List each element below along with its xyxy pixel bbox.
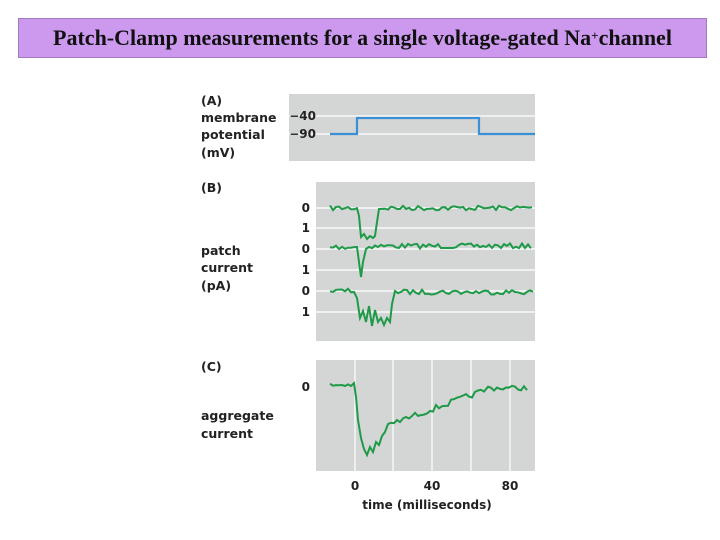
panel-b: (B) patch current (pA) 0 1 0 1 0 1 bbox=[201, 180, 535, 341]
panel-c-label-line-1: aggregate bbox=[201, 408, 274, 423]
panel-a-label-line-3: (mV) bbox=[201, 145, 235, 160]
title-suffix: channel bbox=[598, 25, 672, 50]
single-channel-trace-2 bbox=[329, 241, 532, 278]
panel-c-letter: (C) bbox=[201, 359, 222, 374]
panel-a: (A) membrane potential (mV) −40 −90 bbox=[201, 93, 535, 161]
single-channel-trace-1 bbox=[329, 204, 533, 241]
panel-b-tick-0-a: 0 bbox=[302, 201, 310, 215]
panel-b-tick-1-b: 1 bbox=[302, 263, 310, 277]
panel-b-tick-1-c: 1 bbox=[302, 305, 310, 319]
title-superscript: + bbox=[591, 28, 599, 43]
panel-b-label-line-2: current bbox=[201, 260, 253, 275]
panel-b-letter: (B) bbox=[201, 180, 222, 195]
panel-c-x-tick-80: 80 bbox=[502, 479, 519, 493]
panel-b-tick-1-a: 1 bbox=[302, 221, 310, 235]
panel-c-background bbox=[316, 360, 535, 471]
panel-b-background bbox=[316, 182, 535, 341]
panel-a-tick-minus-40: −40 bbox=[289, 109, 316, 123]
slide-title: Patch-Clamp measurements for a single vo… bbox=[18, 18, 707, 58]
panel-a-background bbox=[289, 94, 535, 161]
panel-c-label-line-2: current bbox=[201, 426, 253, 441]
panel-c-y-tick-0: 0 bbox=[302, 380, 310, 394]
single-channel-trace-3 bbox=[329, 287, 534, 328]
panel-b-tick-0-b: 0 bbox=[302, 242, 310, 256]
panel-c-x-tick-40: 40 bbox=[424, 479, 441, 493]
aggregate-current-trace bbox=[329, 381, 528, 458]
panel-a-label-line-1: membrane bbox=[201, 110, 276, 125]
panel-b-tick-0-c: 0 bbox=[302, 284, 310, 298]
panel-b-label-line-1: patch bbox=[201, 243, 241, 258]
panel-b-label-line-3: (pA) bbox=[201, 278, 231, 293]
panel-a-label-line-2: potential bbox=[201, 127, 265, 142]
panel-a-letter: (A) bbox=[201, 93, 222, 108]
title-prefix: Patch-Clamp measurements for a single vo… bbox=[53, 25, 592, 50]
panel-c-x-tick-0: 0 bbox=[351, 479, 359, 493]
panel-a-tick-minus-90: −90 bbox=[289, 127, 316, 141]
voltage-step-trace bbox=[330, 116, 535, 136]
time-axis-label: time (milliseconds) bbox=[362, 498, 492, 512]
panel-c: (C) aggregate current 0 0 40 80 time (mi… bbox=[201, 359, 535, 512]
